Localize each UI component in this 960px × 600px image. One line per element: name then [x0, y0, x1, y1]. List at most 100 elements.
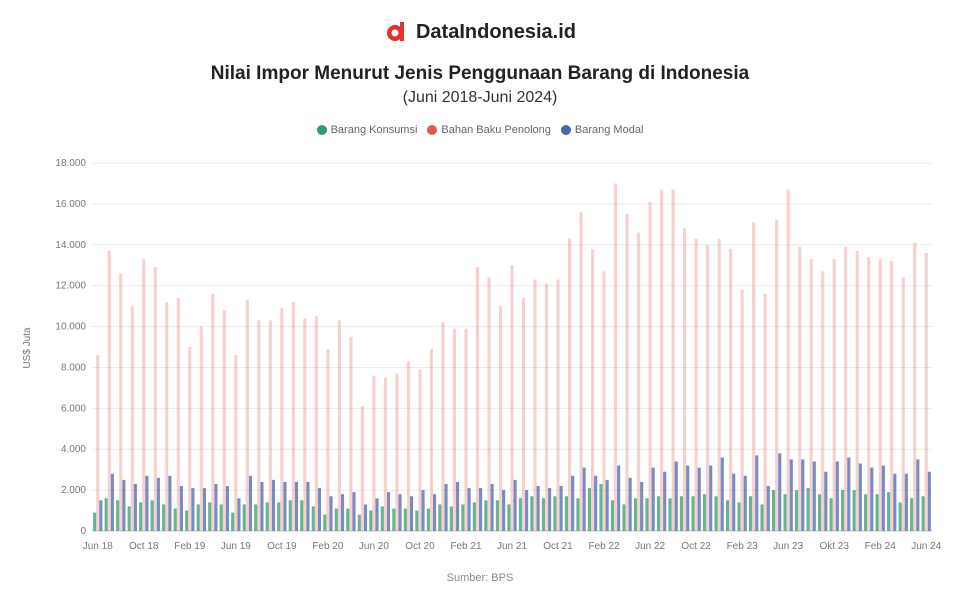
chart-subtitle: (Juni 2018-Juni 2024) [402, 89, 558, 106]
bar-barang-modal [317, 488, 322, 531]
bar-bahan-baku-penolong [809, 259, 813, 531]
bar-barang-modal [467, 488, 471, 531]
bar-bahan-baku-penolong [176, 297, 180, 531]
bar-barang-konsumsi [818, 494, 822, 531]
bar-barang-modal [202, 488, 206, 531]
bar-barang-modal [271, 479, 276, 531]
bar-barang-konsumsi [484, 500, 488, 531]
bar-barang-modal [237, 498, 241, 531]
bar-barang-modal [179, 486, 183, 531]
bar-barang-konsumsi [311, 506, 315, 531]
bar-barang-konsumsi [495, 500, 499, 531]
bar-barang-modal [605, 479, 609, 531]
bar-barang-konsumsi [461, 504, 465, 531]
bar-barang-modal [363, 504, 368, 531]
bar-bahan-baku-penolong [498, 306, 503, 531]
bar-barang-konsumsi [576, 498, 580, 531]
bar-barang-konsumsi [541, 498, 545, 531]
bar-bahan-baku-penolong [648, 201, 652, 531]
legend-item-barang-konsumsi[interactable]: Barang Konsumsi [316, 124, 418, 136]
bar-barang-modal [755, 455, 759, 531]
bar-barang-modal [99, 500, 103, 531]
legend-item-barang-modal[interactable]: Barang Modal [560, 124, 644, 136]
bar-barang-modal [490, 483, 494, 531]
bar-bahan-baku-penolong [729, 248, 733, 531]
x-tick-label: Jun 22 [635, 541, 665, 552]
bar-barang-konsumsi [196, 504, 200, 531]
bar-barang-modal [525, 490, 529, 531]
bar-bahan-baku-penolong [567, 238, 572, 531]
bar-bahan-baku-penolong [671, 189, 675, 532]
bar-bahan-baku-penolong [867, 257, 871, 531]
bar-barang-modal [801, 459, 805, 531]
legend-label-barang-konsumsi: Barang Konsumsi [330, 124, 418, 136]
bar-barang-konsumsi [829, 498, 833, 531]
bar-bahan-baku-penolong [153, 267, 157, 531]
bar-barang-konsumsi [403, 508, 407, 531]
bar-barang-modal [479, 488, 483, 531]
bar-bahan-baku-penolong [441, 322, 445, 531]
bar-bahan-baku-penolong [521, 297, 526, 531]
y-tick-label: 14.000 [55, 240, 86, 251]
bar-barang-konsumsi [864, 494, 868, 531]
x-tick-label: Jun 20 [359, 541, 389, 552]
bar-bahan-baku-penolong [314, 316, 318, 531]
bar-barang-konsumsi [93, 512, 97, 531]
bar-barang-modal [559, 486, 563, 531]
bar-barang-modal [456, 481, 460, 531]
bar-bahan-baku-penolong [119, 273, 123, 531]
bar-bahan-baku-penolong [130, 306, 134, 531]
bar-bahan-baku-penolong [752, 222, 756, 532]
bar-bahan-baku-penolong [349, 336, 353, 531]
bar-barang-modal [375, 498, 379, 531]
bar-bahan-baku-penolong [406, 361, 410, 531]
bar-bahan-baku-penolong [222, 310, 226, 531]
x-tick-label: Jun 19 [221, 541, 251, 552]
bar-barang-modal [686, 465, 690, 531]
bar-barang-modal [789, 459, 793, 531]
bar-bahan-baku-penolong [291, 302, 295, 531]
legend-label-barang-modal: Barang Modal [574, 124, 644, 136]
bar-barang-modal [433, 494, 437, 531]
bar-bahan-baku-penolong [786, 189, 790, 532]
bar-barang-konsumsi [760, 504, 764, 531]
bar-barang-modal [663, 471, 667, 531]
bar-barang-konsumsi [795, 490, 799, 531]
bar-barang-konsumsi [530, 496, 534, 531]
bar-barang-modal [352, 492, 356, 531]
bar-barang-modal [582, 467, 586, 531]
bar-barang-konsumsi [599, 483, 603, 531]
x-tick-label: Feb 24 [865, 541, 897, 552]
bar-barang-konsumsi [748, 496, 753, 531]
bar-barang-konsumsi [139, 502, 143, 531]
bar-barang-modal [133, 483, 137, 531]
bar-bahan-baku-penolong [107, 250, 111, 531]
brand: DataIndonesia.id [0, 20, 960, 44]
bar-barang-konsumsi [323, 514, 327, 531]
bar-barang-modal [697, 467, 701, 531]
bar-barang-modal [824, 471, 828, 531]
legend-label-bahan-baku: Bahan Baku Penolong [441, 124, 551, 136]
bar-barang-konsumsi [438, 504, 442, 531]
bar-barang-konsumsi [254, 504, 258, 531]
bar-bahan-baku-penolong [763, 293, 767, 531]
bar-bahan-baku-penolong [913, 242, 917, 531]
bar-bahan-baku-penolong [890, 261, 894, 531]
bar-bahan-baku-penolong [844, 246, 848, 532]
bar-barang-konsumsi [185, 510, 189, 531]
bar-bahan-baku-penolong [637, 232, 641, 531]
x-tick-label: Feb 21 [450, 541, 482, 552]
bar-barang-modal [709, 465, 713, 531]
d-logo-icon [386, 22, 404, 41]
bar-barang-modal [743, 475, 747, 531]
bar-barang-konsumsi [173, 508, 177, 531]
bar-bahan-baku-penolong [464, 328, 468, 531]
bar-barang-modal [927, 471, 931, 531]
bar-barang-modal [835, 461, 839, 531]
bar-barang-konsumsi [426, 508, 430, 531]
bar-barang-modal [674, 461, 678, 531]
bar-barang-konsumsi [610, 500, 615, 531]
bar-bahan-baku-penolong [602, 271, 606, 531]
legend-item-bahan-baku[interactable]: Bahan Baku Penolong [427, 124, 551, 136]
bar-barang-modal [548, 488, 552, 531]
